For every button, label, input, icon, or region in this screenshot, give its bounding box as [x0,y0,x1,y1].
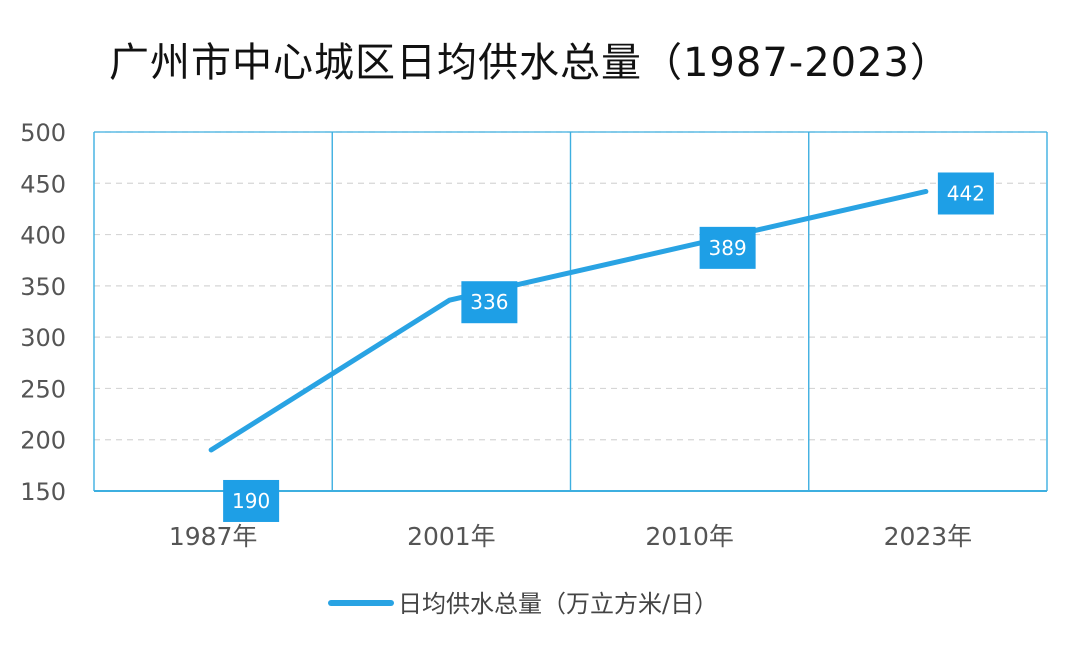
data-label-text: 389 [709,236,747,260]
data-label: 442 [937,172,994,215]
y-tick-label: 300 [20,324,66,352]
y-tick-label: 350 [20,273,66,301]
data-label: 336 [461,281,518,324]
x-tick-label: 2023年 [884,522,973,551]
y-tick-label: 250 [20,375,66,403]
x-axis-ticks: 1987年 2001年 2010年 2023年 [169,522,972,551]
data-label-text: 190 [232,489,270,513]
data-label-box [461,281,518,324]
y-tick-label: 450 [20,170,66,198]
series-line [208,188,929,453]
y-axis-ticks: 150 200 250 300 350 400 450 500 [20,119,66,506]
x-tick-label: 2010年 [645,522,734,551]
data-label-box [223,479,280,522]
legend: 日均供水总量（万立方米/日） [328,590,718,618]
legend-label: 日均供水总量（万立方米/日） [398,590,718,618]
data-label-box [937,172,994,215]
data-label-box [699,226,756,269]
y-tick-label: 200 [20,427,66,455]
series-line [208,188,929,453]
axes [93,131,1048,492]
x-tick-label: 2001年 [407,522,496,551]
data-label: 190 [223,479,280,522]
data-label-text: 336 [470,290,508,314]
chart-title: 广州市中心城区日均供水总量（1987-2023） [108,40,952,86]
y-tick-label: 400 [20,222,66,250]
data-label: 389 [699,226,756,269]
y-tick-label: 500 [20,119,66,147]
data-labels: 190 336 389 442 [223,172,994,522]
x-tick-label: 1987年 [169,522,258,551]
data-label-text: 442 [947,181,985,205]
y-tick-label: 150 [20,478,66,506]
